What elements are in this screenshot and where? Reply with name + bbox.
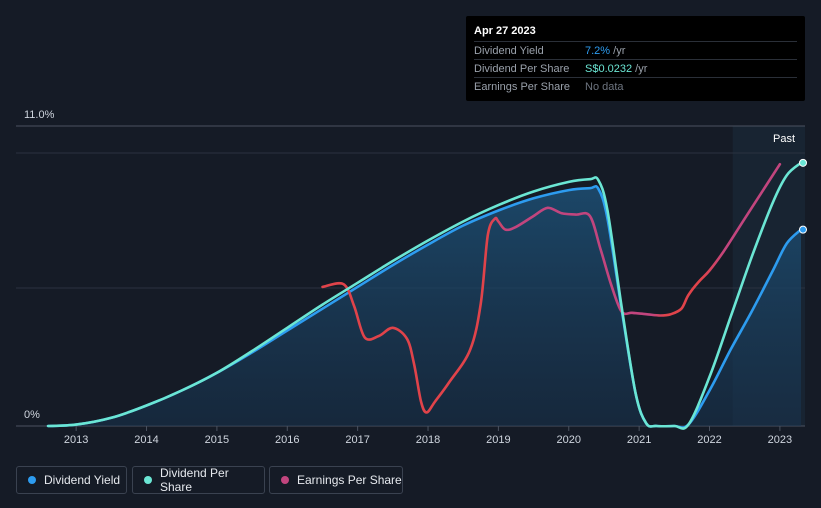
- x-tick-label: 2022: [697, 434, 721, 446]
- dividend-per-share-line: [46, 161, 803, 430]
- past-label: Past: [773, 133, 795, 145]
- legend-label: Dividend Yield: [44, 473, 121, 487]
- legend-dot-icon: [281, 476, 289, 484]
- tooltip-row-earnings-per-share: Earnings Per Share No data: [474, 77, 797, 96]
- tooltip-label: Dividend Yield: [474, 45, 544, 57]
- earnings-per-share-line: [321, 162, 782, 414]
- tooltip-label: Earnings Per Share: [474, 81, 570, 93]
- tooltip-value: S$0.0232 /yr: [585, 63, 648, 75]
- legend-dot-icon: [144, 476, 152, 484]
- legend-dividend-per-share[interactable]: Dividend Per Share: [132, 466, 265, 494]
- x-tick-label: 2020: [557, 434, 581, 446]
- x-tick-label: 2021: [627, 434, 651, 446]
- dividend-yield-endpoint-marker: [799, 225, 807, 234]
- tooltip-row-dividend-per-share: Dividend Per Share S$0.0232 /yr: [474, 59, 797, 78]
- x-tick-label: 2013: [64, 434, 88, 446]
- x-tick-label: 2017: [345, 434, 369, 446]
- legend-label: Dividend Per Share: [160, 466, 229, 494]
- tooltip-date: Apr 27 2023: [474, 25, 536, 37]
- x-tick-label: 2023: [768, 434, 792, 446]
- x-tick-label: 2018: [416, 434, 440, 446]
- legend-dot-icon: [28, 476, 36, 484]
- tooltip-row-dividend-yield: Dividend Yield 7.2% /yr: [474, 41, 797, 60]
- tooltip-value: 7.2% /yr: [585, 45, 626, 57]
- y-tick-label-zero: 0%: [24, 409, 40, 421]
- x-tick-label: 2015: [205, 434, 229, 446]
- x-tick-label: 2014: [134, 434, 158, 446]
- y-tick-label-max: 11.0%: [24, 109, 55, 121]
- dividend-yield-area: [48, 186, 801, 428]
- x-tick-label: 2019: [486, 434, 510, 446]
- legend-dividend-yield[interactable]: Dividend Yield: [16, 466, 127, 494]
- legend-earnings-per-share[interactable]: Earnings Per Share: [269, 466, 403, 494]
- tooltip-label: Dividend Per Share: [474, 63, 570, 75]
- dividend-per-share-endpoint-marker: [799, 158, 807, 167]
- x-tick-label: 2016: [275, 434, 299, 446]
- legend-label: Earnings Per Share: [297, 473, 402, 487]
- tooltip-value: No data: [585, 81, 624, 93]
- tooltip-panel: Apr 27 2023 Dividend Yield 7.2% /yr Divi…: [466, 16, 805, 101]
